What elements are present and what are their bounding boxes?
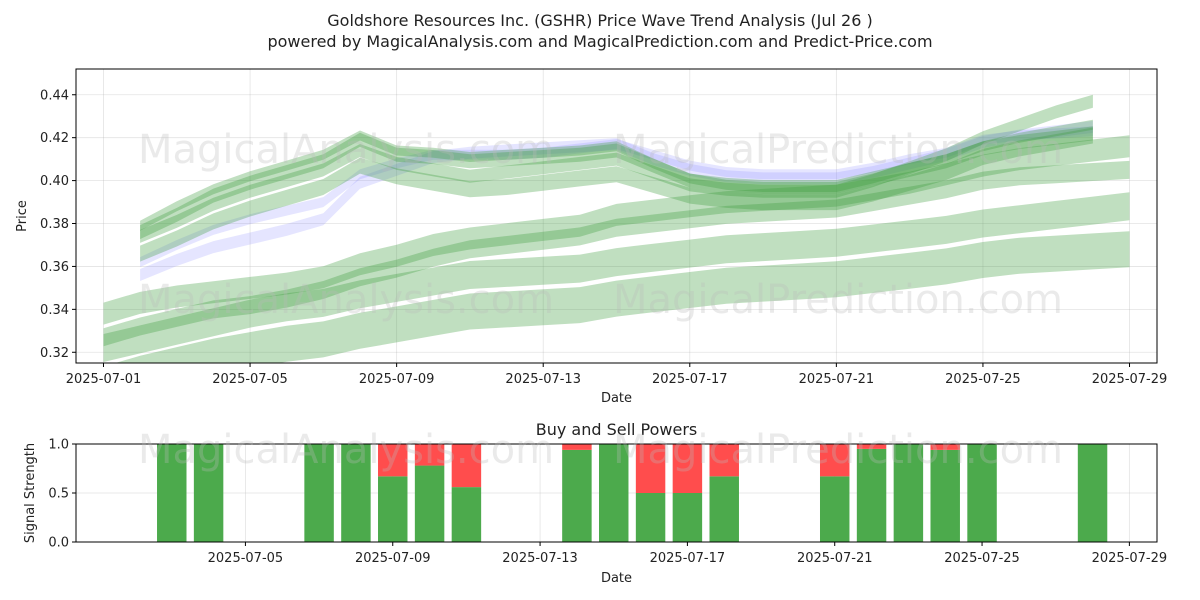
price-wave-band <box>103 135 1130 325</box>
x-tick-label: 2025-07-05 <box>208 551 284 566</box>
buy-bar <box>930 449 960 542</box>
y-tick-label: 0.40 <box>40 174 69 189</box>
watermark-mid-right: MagicalPrediction.com <box>613 277 1063 323</box>
sell-bar <box>635 444 666 493</box>
buy-bar <box>709 476 739 542</box>
buy-bar <box>193 444 224 542</box>
buy-bar <box>414 465 445 542</box>
sell-bar <box>378 444 408 477</box>
watermark-bottom-left: MagicalAnalysis.com <box>138 427 554 473</box>
bottom-y-axis-title: Signal Strength <box>23 443 38 543</box>
y-tick-label: 0.42 <box>40 131 69 146</box>
buy-bar <box>856 448 887 542</box>
sell-bar <box>562 444 592 450</box>
watermark-bottom-right: MagicalPrediction.com <box>613 427 1063 473</box>
watermark-layer: MagicalAnalysis.com MagicalPrediction.co… <box>138 127 1063 473</box>
x-tick-label: 2025-07-29 <box>1092 372 1168 387</box>
sell-bar <box>451 444 482 488</box>
x-tick-label: 2025-07-13 <box>502 551 578 566</box>
x-tick-label: 2025-07-21 <box>799 372 875 387</box>
x-tick-label: 2025-07-17 <box>652 372 728 387</box>
buy-bar <box>893 444 924 542</box>
y-tick-label: 1.0 <box>48 438 69 453</box>
y-tick-label: 0.34 <box>40 303 69 318</box>
x-tick-label: 2025-07-09 <box>359 372 435 387</box>
top-x-axis-title: Date <box>601 391 632 406</box>
buy-bar <box>599 444 629 542</box>
buy-bar <box>157 444 187 542</box>
sell-bar <box>672 444 703 493</box>
x-tick-label: 2025-07-09 <box>355 551 431 566</box>
top-bands <box>103 94 1130 363</box>
buy-bar <box>1077 444 1108 542</box>
bottom-title: Buy and Sell Powers <box>536 420 698 439</box>
price-wave-band <box>140 126 1093 240</box>
watermark-mid-left: MagicalAnalysis.com <box>138 277 554 323</box>
top-grid <box>76 69 1157 363</box>
main-subtitle: powered by MagicalAnalysis.com and Magic… <box>267 32 932 51</box>
price-wave-band <box>140 94 1093 243</box>
buy-bar <box>635 493 666 542</box>
price-wave-panel: 0.32 0.34 0.36 0.38 0.40 0.42 0.44 2025-07-01 20… <box>15 68 1168 406</box>
bottom-x-axis-title: Date <box>601 571 632 586</box>
buy-bar <box>451 487 482 542</box>
x-tick-label: 2025-07-17 <box>650 551 726 566</box>
x-tick-label: 2025-07-05 <box>212 372 288 387</box>
y-tick-label: 0.32 <box>40 346 69 361</box>
y-tick-label: 0.0 <box>48 536 69 551</box>
y-tick-label: 0.5 <box>48 487 69 502</box>
price-wave-band <box>140 126 1093 268</box>
buy-bar <box>819 476 850 542</box>
watermark-top-left: MagicalAnalysis.com <box>138 127 554 173</box>
buy-bar <box>672 493 703 542</box>
buy-bar <box>562 449 592 542</box>
price-wave-band <box>140 120 1093 282</box>
buy-bar <box>304 444 334 542</box>
y-tick-label: 0.44 <box>40 88 69 103</box>
main-title: Goldshore Resources Inc. (GSHR) Price Wa… <box>327 11 872 30</box>
sell-bar <box>709 444 739 477</box>
x-tick-label: 2025-07-21 <box>797 551 873 566</box>
top-frame <box>75 68 1158 364</box>
y-tick-label: 0.36 <box>40 260 69 275</box>
price-wave-band <box>103 160 1130 347</box>
x-tick-label: 2025-07-25 <box>945 372 1021 387</box>
buy-bar <box>378 476 408 542</box>
buy-bar <box>967 444 997 542</box>
sell-bar <box>930 444 960 450</box>
x-tick-label: 2025-07-13 <box>505 372 581 387</box>
x-tick-label: 2025-07-29 <box>1092 551 1168 566</box>
buy-bar <box>341 444 371 542</box>
x-tick-label: 2025-07-25 <box>944 551 1020 566</box>
signal-bars <box>157 444 1108 542</box>
price-wave-band <box>115 231 1130 363</box>
top-y-axis-title: Price <box>15 200 30 232</box>
x-tick-label: 2025-07-01 <box>66 372 142 387</box>
watermark-top-right: MagicalPrediction.com <box>613 127 1063 173</box>
buy-sell-panel: Buy and Sell Powers 0.0 0.5 1.0 2025-07-05 20… <box>23 420 1167 586</box>
price-wave-band <box>140 119 1093 231</box>
sell-bar <box>856 444 887 449</box>
y-tick-label: 0.38 <box>40 217 69 232</box>
sell-bar <box>819 444 850 477</box>
price-wave-band <box>103 192 1130 362</box>
sell-bar <box>414 444 445 466</box>
